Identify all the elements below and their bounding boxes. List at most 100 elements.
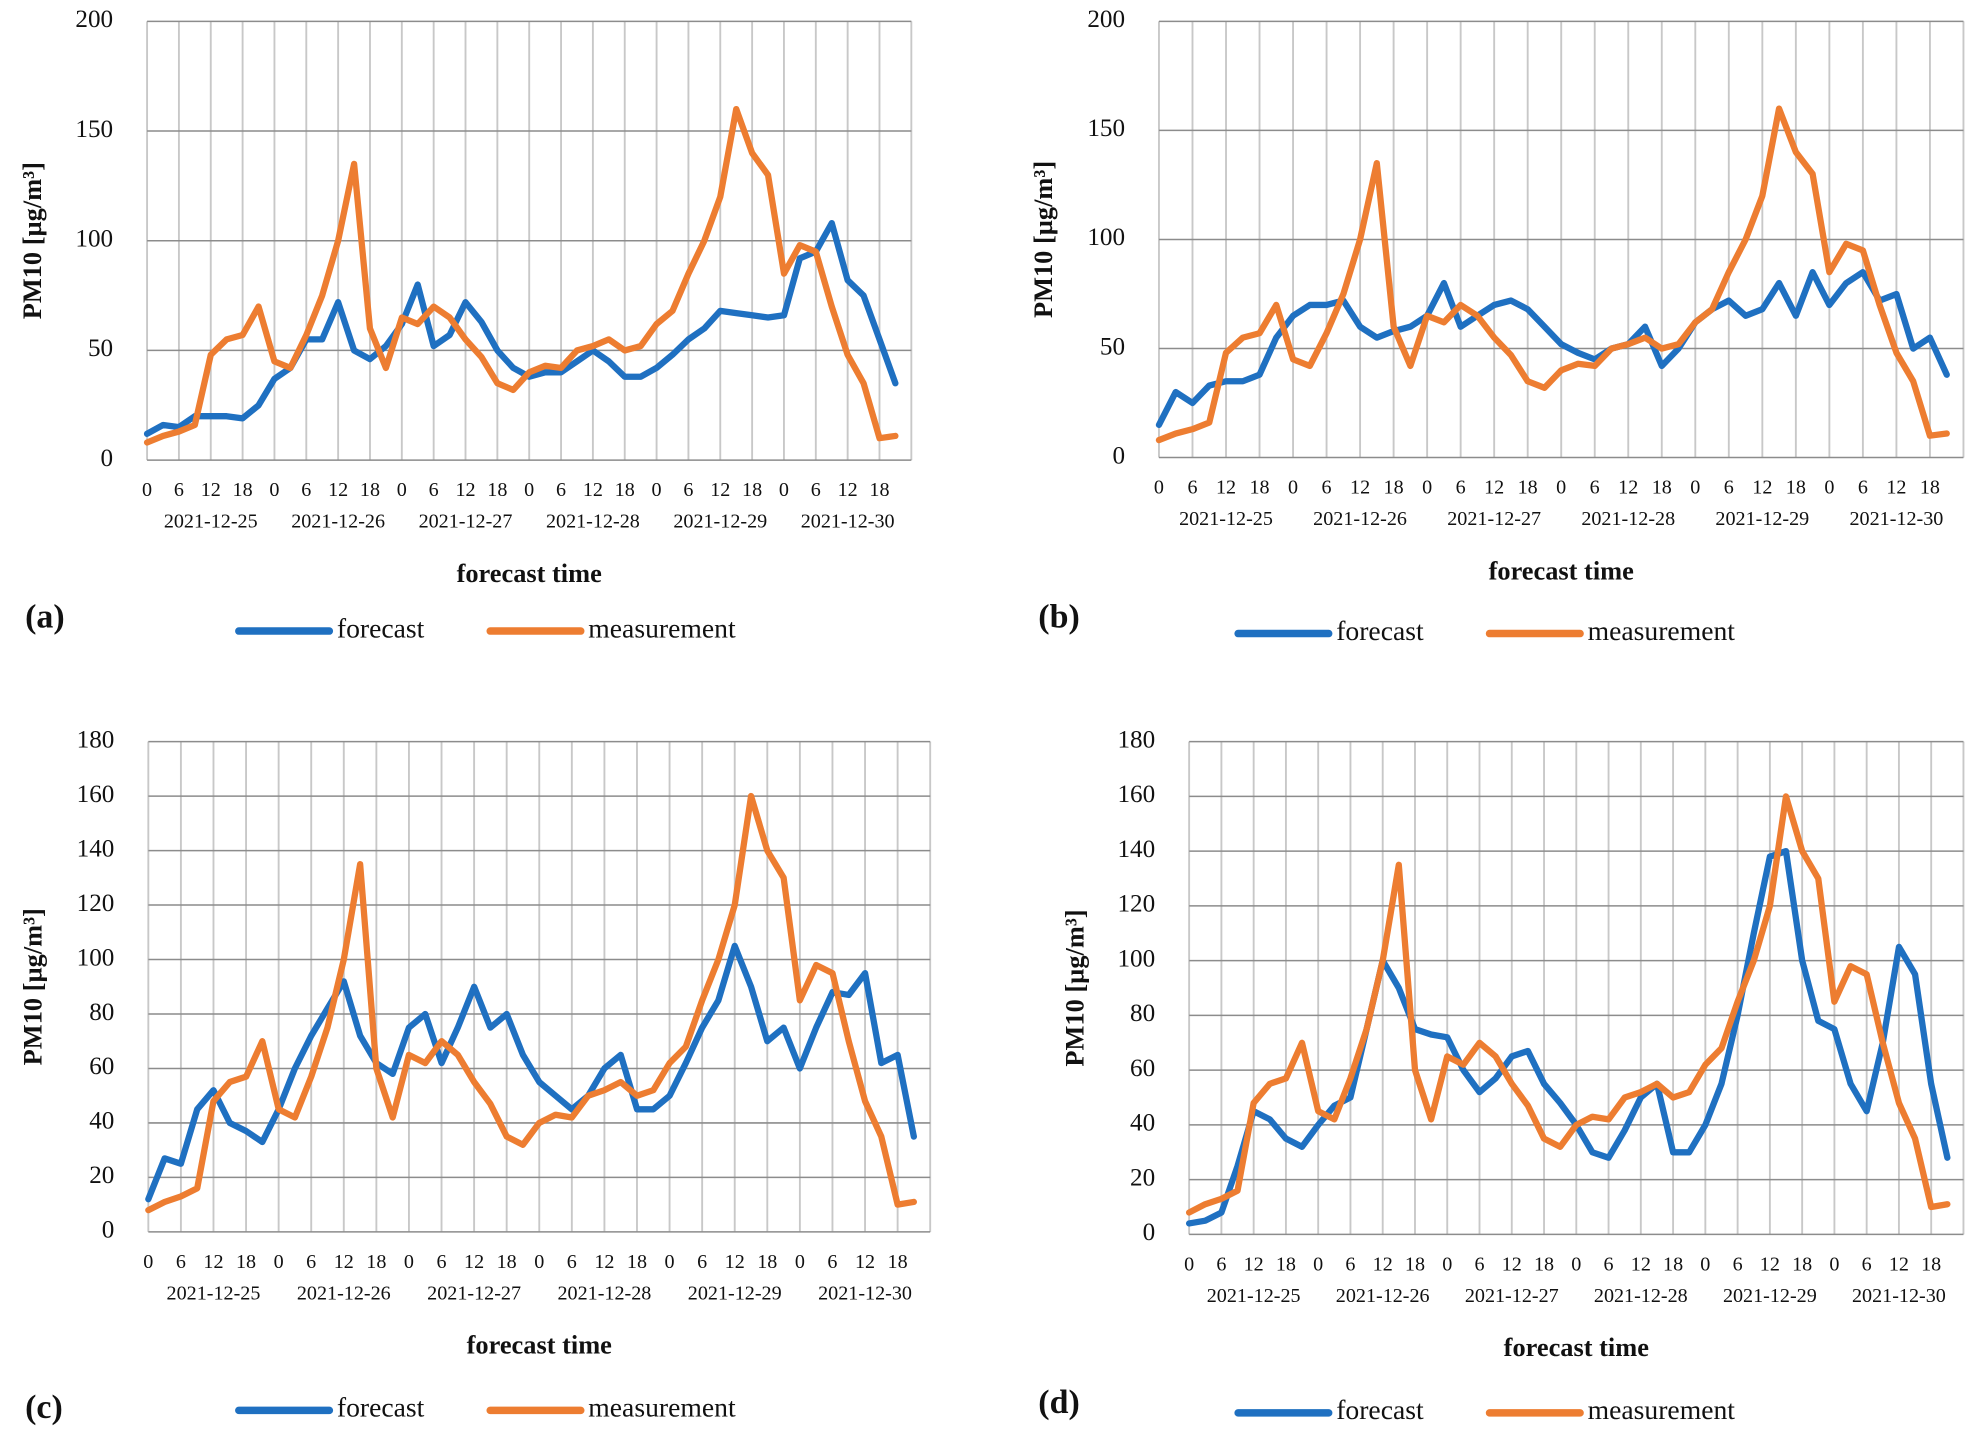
x-group-label: 2021-12-25 (1179, 508, 1273, 530)
x-tick-label: 6 (556, 479, 566, 501)
x-tick-label: 18 (888, 1251, 908, 1273)
x-tick-label: 0 (779, 479, 789, 501)
x-tick-label: 12 (1618, 477, 1638, 499)
legend-label: measurement (1588, 1394, 1736, 1425)
y-tick-label: 140 (77, 835, 115, 862)
series-line (145, 792, 917, 1214)
x-tick-label: 18 (366, 1251, 386, 1273)
x-group-label: 2021-12-25 (167, 1282, 261, 1304)
x-axis-title: forecast time (467, 1330, 613, 1360)
panel-label: (a) (25, 598, 65, 635)
x-tick-label: 0 (1690, 477, 1700, 499)
x-tick-label: 6 (1216, 1253, 1226, 1275)
x-tick-label: 12 (1502, 1253, 1522, 1275)
x-tick-label: 6 (429, 479, 439, 501)
x-tick-label: 18 (627, 1251, 647, 1273)
legend-label: measurement (588, 612, 736, 643)
x-tick-label: 12 (855, 1251, 875, 1273)
y-tick-label: 180 (77, 726, 115, 753)
x-tick-label: 12 (334, 1251, 354, 1273)
y-tick-label: 20 (89, 1162, 114, 1189)
x-tick-label: 18 (742, 479, 762, 501)
x-tick-label: 0 (143, 1251, 153, 1273)
x-group-label: 2021-12-29 (1715, 508, 1809, 530)
x-tick-label: 6 (1345, 1253, 1355, 1275)
y-axis-title: PM10 [µg/m³] (1059, 909, 1089, 1066)
x-tick-label: 0 (1313, 1253, 1323, 1275)
x-tick-label: 18 (757, 1251, 777, 1273)
y-tick-label: 120 (1118, 891, 1156, 918)
x-tick-label: 6 (1187, 477, 1197, 499)
x-tick-label: 0 (1154, 477, 1164, 499)
series-line (1155, 269, 1950, 429)
y-tick-label: 150 (75, 116, 113, 143)
x-tick-label: 12 (1631, 1253, 1651, 1275)
x-tick-label: 18 (1652, 477, 1672, 499)
x-tick-label: 6 (174, 479, 184, 501)
x-group-label: 2021-12-26 (291, 511, 385, 533)
y-tick-label: 100 (1087, 224, 1125, 251)
x-tick-label: 0 (274, 1251, 284, 1273)
x-tick-label: 18 (1384, 477, 1404, 499)
x-tick-label: 6 (1474, 1253, 1484, 1275)
panel-label: (d) (1038, 1384, 1079, 1421)
x-tick-label: 6 (301, 479, 311, 501)
x-tick-label: 6 (567, 1251, 577, 1273)
y-tick-label: 140 (1118, 836, 1156, 863)
legend-label: forecast (337, 612, 425, 643)
x-tick-label: 0 (1571, 1253, 1581, 1275)
x-axis-title: forecast time (1489, 555, 1635, 585)
x-tick-label: 0 (665, 1251, 675, 1273)
x-tick-label: 12 (838, 479, 858, 501)
x-tick-label: 12 (1484, 477, 1504, 499)
x-group-label: 2021-12-27 (1465, 1285, 1559, 1307)
x-group-label: 2021-12-25 (1207, 1285, 1301, 1307)
x-tick-label: 18 (869, 479, 889, 501)
x-tick-label: 6 (1724, 477, 1734, 499)
x-tick-label: 6 (436, 1251, 446, 1273)
y-tick-label: 160 (77, 781, 115, 808)
x-tick-label: 12 (1752, 477, 1772, 499)
x-group-label: 2021-12-28 (1581, 508, 1675, 530)
x-tick-label: 0 (142, 479, 152, 501)
x-tick-label: 6 (1733, 1253, 1743, 1275)
y-tick-label: 40 (89, 1108, 114, 1135)
legend-label: forecast (1336, 615, 1424, 646)
legend-label: measurement (588, 1392, 736, 1423)
x-tick-label: 18 (1249, 477, 1269, 499)
x-tick-label: 6 (306, 1251, 316, 1273)
x-group-label: 2021-12-30 (1852, 1285, 1946, 1307)
x-tick-label: 0 (1184, 1253, 1194, 1275)
series-line (1185, 793, 1951, 1216)
x-tick-label: 18 (1405, 1253, 1425, 1275)
legend-label: forecast (1336, 1394, 1424, 1425)
x-tick-label: 12 (455, 479, 475, 501)
x-group-label: 2021-12-27 (419, 511, 513, 533)
x-tick-label: 12 (1244, 1253, 1264, 1275)
x-tick-label: 12 (1350, 477, 1370, 499)
x-tick-label: 0 (652, 479, 662, 501)
series-line (143, 105, 899, 446)
y-axis-title: PM10 [µg/m³] (1028, 161, 1058, 318)
x-tick-label: 18 (1518, 477, 1538, 499)
y-tick-label: 200 (1087, 6, 1125, 33)
x-tick-label: 18 (233, 479, 253, 501)
x-tick-label: 18 (1921, 1253, 1941, 1275)
series-line (1155, 105, 1950, 444)
y-tick-label: 0 (102, 1217, 115, 1244)
x-tick-label: 6 (697, 1251, 707, 1273)
series-line (1185, 847, 1951, 1227)
x-tick-label: 18 (1663, 1253, 1683, 1275)
x-tick-label: 6 (176, 1251, 186, 1273)
y-tick-label: 0 (1112, 442, 1125, 469)
x-tick-label: 12 (201, 479, 221, 501)
x-tick-label: 6 (683, 479, 693, 501)
y-tick-label: 160 (1118, 781, 1156, 808)
panel-label: (c) (25, 1389, 63, 1426)
y-tick-label: 40 (1130, 1110, 1155, 1137)
x-group-label: 2021-12-28 (546, 511, 640, 533)
x-tick-label: 12 (594, 1251, 614, 1273)
